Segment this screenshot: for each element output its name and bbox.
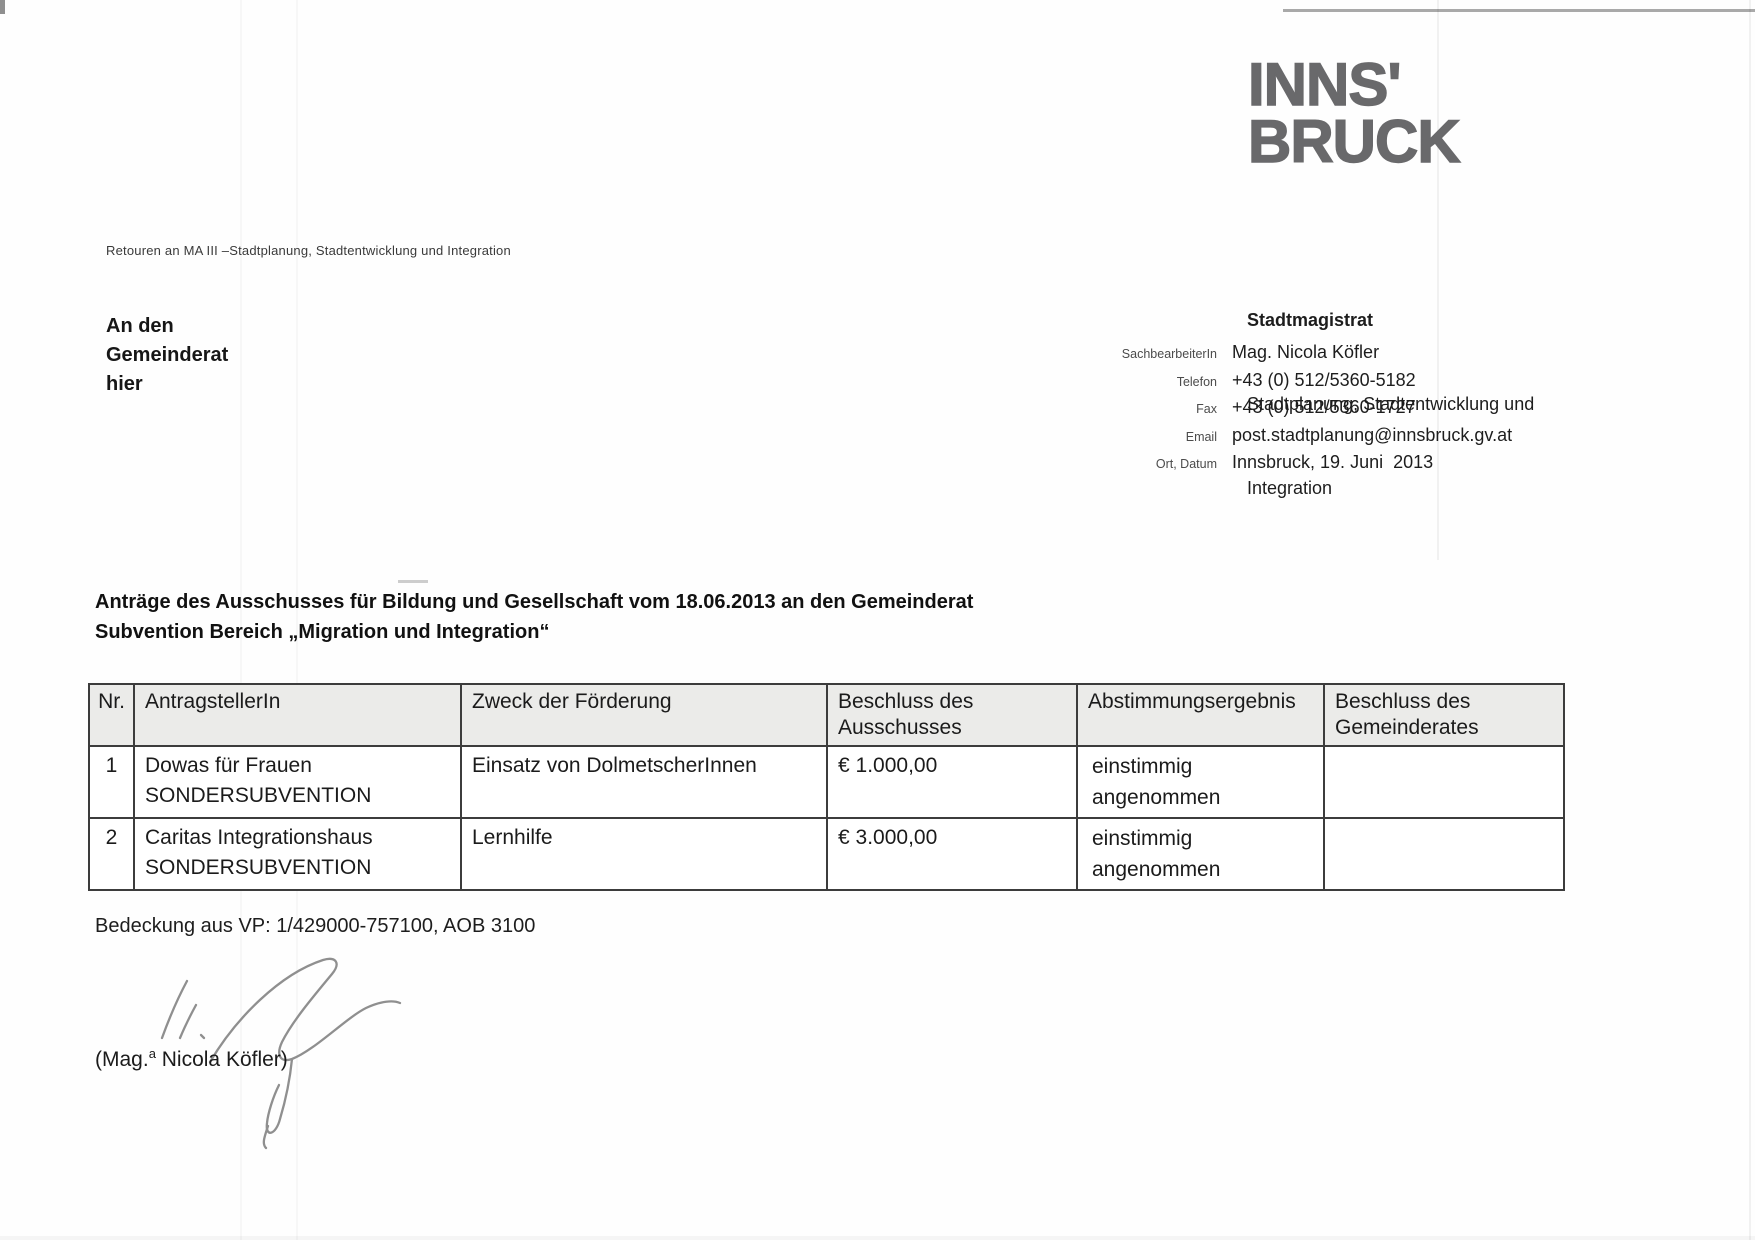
contact-row-telefon: Telefon +43 (0) 512/5360-5182 — [950, 370, 1650, 398]
applicant-subsidy-type: SONDERSUBVENTION — [145, 784, 372, 807]
col-header-abstimmungsergebnis: Abstimmungsergebnis — [1076, 683, 1325, 747]
cell-zweck: Lernhilfe — [460, 817, 828, 891]
contact-value: +43 (0) 512/5360-1727 — [1232, 397, 1416, 417]
cell-abstimmung: einstimmig angenommen — [1076, 817, 1325, 891]
contact-row-sachbearbeiterin: SachbearbeiterIn Mag. Nicola Köfler — [950, 342, 1650, 370]
col-header-nr: Nr. — [88, 683, 135, 747]
contact-value: +43 (0) 512/5360-5182 — [1232, 369, 1416, 390]
applicant-name: Dowas für Frauen — [145, 754, 312, 777]
col-header-beschluss-ausschuss: Beschluss des Ausschusses — [826, 683, 1078, 747]
cell-gemeinderat — [1323, 817, 1565, 891]
contact-value: Innsbruck, 19. Juni 2013 — [1232, 452, 1434, 472]
logo-line-1: INNS' — [1247, 51, 1402, 118]
scan-dash-artifact — [398, 580, 428, 583]
recipient-line-1: An den — [106, 315, 174, 337]
cell-gemeinderat — [1323, 745, 1565, 819]
contact-label: Email — [1185, 429, 1217, 444]
subject-heading: Anträge des Ausschusses für Bildung und … — [95, 588, 1145, 647]
signer-name-rest: Nicola Köfler) — [155, 1048, 288, 1071]
contact-label: SachbearbeiterIn — [1121, 347, 1217, 361]
org-department-line: Stadtplanung, Stadtentwicklung und — [1247, 394, 1535, 414]
subsidy-table: Nr. AntragstellerIn Zweck der Förderung … — [88, 683, 1565, 891]
vote-result-line: einstimmig — [1092, 755, 1193, 778]
scan-bottom-edge — [0, 1236, 1755, 1240]
org-name: Stadtmagistrat — [1247, 310, 1374, 330]
vote-result-line: angenommen — [1092, 858, 1221, 881]
contact-label: Fax — [1196, 402, 1217, 416]
org-department-line: Integration — [1247, 478, 1333, 498]
handwritten-signature — [160, 957, 402, 1150]
col-header-antragsteller: AntragstellerIn — [133, 683, 462, 747]
scan-top-edge-line — [1283, 9, 1755, 12]
contact-row-email: Email post.stadtplanung@innsbruck.gv.at — [950, 425, 1650, 453]
recipient-line-2: Gemeinderat — [106, 344, 229, 366]
signer-name-superscript: a — [148, 1046, 156, 1061]
cell-nr: 1 — [88, 745, 135, 819]
logo-line-2: BRUCK — [1247, 108, 1461, 175]
return-address-line: Retouren an MA III –Stadtplanung, Stadte… — [106, 243, 511, 258]
cell-beschluss: € 1.000,00 — [826, 745, 1078, 819]
recipient-block: An den Gemeinderat hier — [106, 312, 228, 399]
contact-fields: SachbearbeiterIn Mag. Nicola Köfler Tele… — [950, 342, 1650, 480]
sender-org-block: Stadtmagistrat Stadtplanung, Stadtentwic… — [1247, 250, 1534, 558]
contact-label: Telefon — [1176, 374, 1217, 389]
cell-antragsteller: Dowas für Frauen SONDERSUBVENTION — [133, 745, 462, 819]
signer-name: (Mag.a Nicola Köfler) — [95, 1046, 288, 1072]
contact-value: post.stadtplanung@innsbruck.gv.at — [1232, 424, 1513, 445]
subject-line-2: Subvention Bereich „Migration und Integr… — [95, 620, 550, 643]
cell-zweck: Einsatz von DolmetscherInnen — [460, 745, 828, 819]
contact-row-fax: Fax +43 (0) 512/5360-1727 — [950, 397, 1650, 425]
signer-name-prefix: (Mag. — [95, 1048, 149, 1071]
contact-value: Mag. Nicola Köfler — [1232, 342, 1380, 362]
col-header-beschluss-gemeinderat: Beschluss des Gemeinderates — [1323, 683, 1565, 747]
cell-antragsteller: Caritas Integrationshaus SONDERSUBVENTIO… — [133, 817, 462, 891]
contact-row-ort-datum: Ort, Datum Innsbruck, 19. Juni 2013 — [950, 452, 1650, 480]
table-header-row: Nr. AntragstellerIn Zweck der Förderung … — [88, 683, 1565, 747]
cell-beschluss: € 3.000,00 — [826, 817, 1078, 891]
vote-result-line: angenommen — [1092, 786, 1221, 809]
applicant-subsidy-type: SONDERSUBVENTION — [145, 856, 372, 879]
col-header-zweck: Zweck der Förderung — [460, 683, 828, 747]
funding-coverage-line: Bedeckung aus VP: 1/429000-757100, AOB 3… — [95, 915, 536, 937]
subject-line-1: Anträge des Ausschusses für Bildung und … — [95, 591, 974, 613]
contact-label: Ort, Datum — [1155, 457, 1217, 471]
vote-result-line: einstimmig — [1092, 827, 1193, 850]
cell-nr: 2 — [88, 817, 135, 891]
innsbruck-logo: INNS' BRUCK — [1247, 51, 1461, 175]
table-row: 1 Dowas für Frauen SONDERSUBVENTION Eins… — [88, 745, 1565, 819]
scan-corner-mark — [0, 0, 5, 14]
recipient-line-3: hier — [106, 373, 143, 395]
applicant-name: Caritas Integrationshaus — [145, 826, 373, 849]
scan-right-edge — [1749, 0, 1751, 1240]
table-row: 2 Caritas Integrationshaus SONDERSUBVENT… — [88, 817, 1565, 891]
cell-abstimmung: einstimmig angenommen — [1076, 745, 1325, 819]
